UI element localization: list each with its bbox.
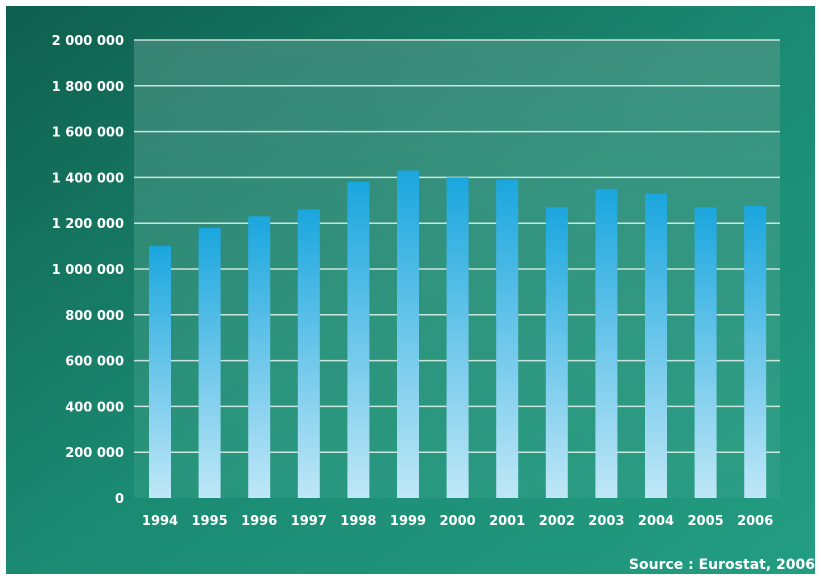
x-tick-label: 2006 bbox=[737, 514, 773, 529]
y-tick-label: 0 bbox=[115, 492, 124, 507]
bar-1995 bbox=[198, 227, 221, 498]
bar-2003 bbox=[595, 188, 618, 498]
x-tick-label: 2004 bbox=[638, 514, 674, 529]
source-label: Source : Eurostat, 2006 bbox=[629, 557, 815, 573]
bar-2001 bbox=[496, 179, 519, 498]
bar-1998 bbox=[347, 181, 370, 499]
x-tick-label: 1994 bbox=[142, 514, 178, 529]
x-tick-label: 2005 bbox=[688, 514, 724, 529]
x-tick-label: 1996 bbox=[241, 514, 277, 529]
bar-1999 bbox=[397, 170, 419, 498]
y-tick-label: 1 400 000 bbox=[52, 171, 124, 186]
x-tick-label: 1998 bbox=[340, 514, 376, 529]
bar-2006 bbox=[744, 206, 767, 498]
y-tick-label: 800 000 bbox=[65, 309, 124, 324]
y-tick-label: 1 200 000 bbox=[52, 217, 124, 232]
x-tick-label: 2003 bbox=[588, 514, 624, 529]
y-tick-label: 1 000 000 bbox=[52, 263, 124, 278]
bar-1997 bbox=[297, 209, 320, 498]
x-tick-label: 2002 bbox=[539, 514, 575, 529]
y-tick-label: 1 600 000 bbox=[52, 126, 124, 141]
y-tick-label: 600 000 bbox=[65, 355, 124, 370]
x-tick-label: 1999 bbox=[390, 514, 426, 529]
x-tick-label: 2000 bbox=[440, 514, 476, 529]
y-tick-label: 400 000 bbox=[65, 400, 124, 415]
x-tick-label: 2001 bbox=[489, 514, 525, 529]
bar-2000 bbox=[446, 177, 469, 498]
bar-1996 bbox=[248, 216, 271, 498]
y-tick-label: 2 000 000 bbox=[52, 34, 124, 49]
bar-layer bbox=[149, 170, 767, 499]
bar-2004 bbox=[645, 193, 667, 498]
x-tick-label: 1995 bbox=[192, 514, 228, 529]
x-tick-label: 1997 bbox=[291, 514, 327, 529]
bar-2002 bbox=[545, 207, 568, 499]
y-tick-label: 1 800 000 bbox=[52, 80, 124, 95]
y-tick-layer: 0 200 000 400 000 600 000 800 000 1 000 000 1 … bbox=[52, 34, 124, 507]
x-tick-layer: 1994 1995 1996 1997 1998 1999 2000 2001 2002 2003… bbox=[142, 514, 773, 529]
bar-2005 bbox=[694, 207, 717, 499]
bar-1994 bbox=[149, 246, 171, 498]
y-tick-label: 200 000 bbox=[65, 446, 124, 461]
